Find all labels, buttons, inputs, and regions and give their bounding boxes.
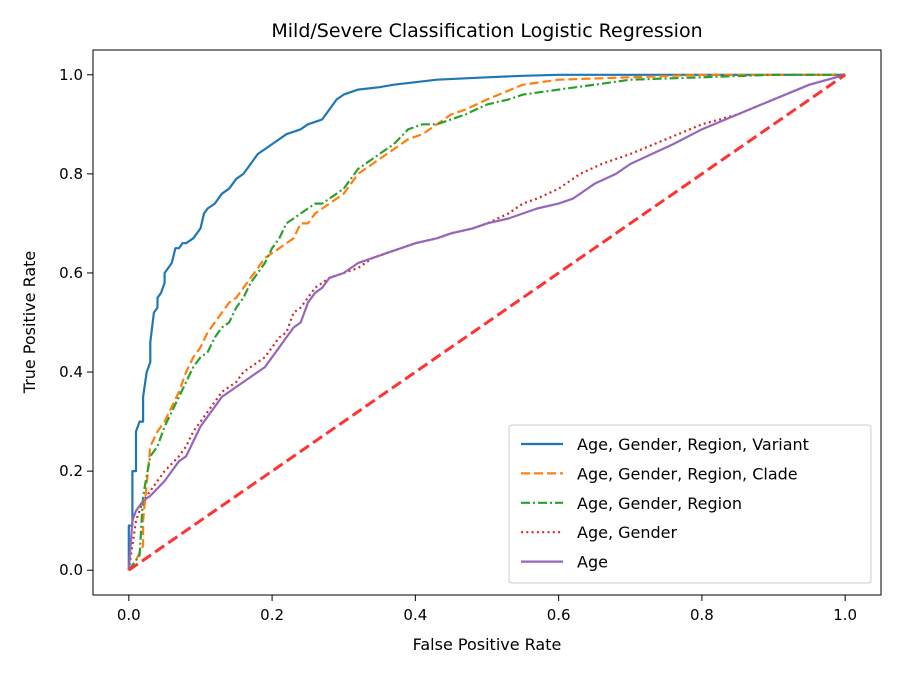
y-tick-label: 0.8	[59, 165, 83, 183]
x-tick-label: 0.0	[117, 606, 141, 624]
plot-frame	[92, 49, 882, 596]
legend-label: Age, Gender	[577, 523, 678, 542]
y-tick-label: 0.6	[59, 264, 83, 282]
reference-line	[127, 73, 847, 572]
chart-title: Mild/Severe Classification Logistic Regr…	[271, 20, 702, 42]
y-tick-label: 0.0	[59, 561, 83, 579]
series-line	[127, 73, 846, 571]
legend-box	[508, 424, 872, 584]
legend-label: Age, Gender, Region	[577, 494, 742, 513]
y-tick-label: 1.0	[59, 66, 83, 84]
series-line	[127, 73, 846, 571]
series-line	[127, 73, 846, 571]
legend-label: Age	[577, 553, 608, 572]
x-axis-label: False Positive Rate	[413, 635, 562, 654]
y-tick-label: 0.2	[59, 462, 83, 480]
legend: Age, Gender, Region, Variant Age, Gender,…	[508, 424, 872, 584]
series-line	[127, 73, 846, 571]
series-line	[127, 73, 846, 571]
legend-label: Age, Gender, Region, Variant	[577, 435, 809, 454]
y-axis-label: True Positive Rate	[20, 251, 39, 395]
x-tick-label: 0.2	[260, 606, 284, 624]
x-tick-label: 1.0	[833, 606, 857, 624]
x-tick-label: 0.8	[690, 606, 714, 624]
x-tick-label: 0.6	[547, 606, 571, 624]
plot-area: 0.0 0.2 0.4 0.6 0.8 1.0 0.0 0.2 0.4 0.6 0.8 1.0	[59, 49, 882, 624]
legend-label: Age, Gender, Region, Clade	[577, 464, 798, 483]
x-tick-label: 0.4	[403, 606, 427, 624]
y-tick-label: 0.4	[59, 363, 83, 381]
